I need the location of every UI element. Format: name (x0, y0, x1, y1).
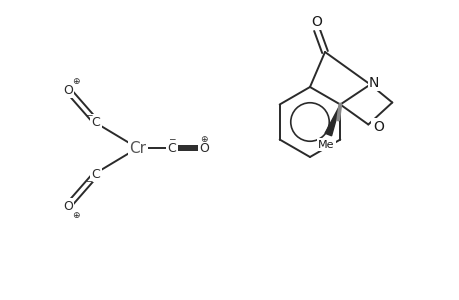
Text: −: − (85, 176, 93, 185)
Text: O: O (63, 200, 73, 212)
Text: −: − (168, 134, 175, 143)
Text: O: O (63, 83, 73, 97)
Text: O: O (372, 119, 383, 134)
Polygon shape (325, 104, 340, 136)
Text: ⊕: ⊕ (72, 211, 79, 220)
Text: O: O (199, 142, 208, 154)
Text: N: N (368, 76, 379, 89)
Text: C: C (167, 142, 176, 154)
Text: O: O (311, 15, 322, 29)
Text: C: C (91, 116, 100, 128)
Text: −: − (85, 110, 93, 119)
Text: ⊕: ⊕ (72, 76, 79, 85)
Text: C: C (91, 167, 100, 181)
Text: ⊕: ⊕ (200, 134, 207, 143)
Text: Me: Me (317, 140, 334, 149)
Text: Cr: Cr (129, 140, 146, 155)
